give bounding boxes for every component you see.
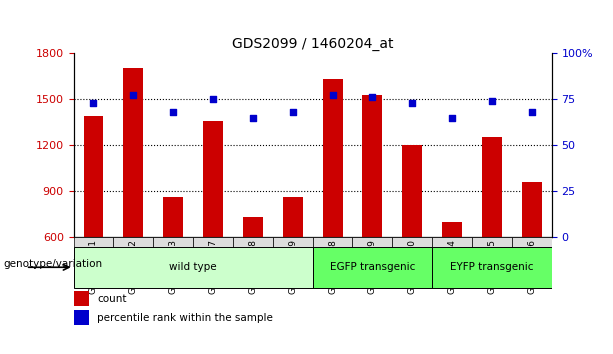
- Text: EGFP transgenic: EGFP transgenic: [330, 262, 415, 272]
- Point: [447, 115, 457, 120]
- Text: GSM108533: GSM108533: [169, 239, 178, 294]
- Text: count: count: [97, 293, 127, 304]
- Text: GSM108529: GSM108529: [368, 239, 377, 294]
- Point: [248, 115, 258, 120]
- FancyBboxPatch shape: [512, 237, 552, 280]
- FancyBboxPatch shape: [472, 237, 512, 280]
- Bar: [74, 310, 89, 325]
- FancyBboxPatch shape: [352, 237, 392, 280]
- Point: [407, 100, 417, 105]
- Bar: [402, 145, 422, 237]
- FancyBboxPatch shape: [432, 237, 472, 280]
- Bar: [83, 116, 104, 237]
- Title: GDS2099 / 1460204_at: GDS2099 / 1460204_at: [232, 37, 394, 51]
- FancyBboxPatch shape: [74, 246, 313, 288]
- Bar: [283, 197, 303, 237]
- FancyBboxPatch shape: [74, 237, 113, 280]
- Text: GSM108531: GSM108531: [89, 239, 98, 294]
- Bar: [482, 137, 502, 237]
- Point: [88, 100, 98, 105]
- Bar: [123, 68, 143, 237]
- Point: [129, 93, 139, 98]
- Bar: [322, 79, 343, 237]
- FancyBboxPatch shape: [313, 246, 432, 288]
- Bar: [362, 95, 383, 237]
- Point: [168, 109, 178, 115]
- Text: GSM108538: GSM108538: [248, 239, 257, 294]
- Text: GSM108539: GSM108539: [288, 239, 297, 294]
- Text: GSM108536: GSM108536: [527, 239, 536, 294]
- Text: GSM108528: GSM108528: [328, 239, 337, 294]
- Text: GSM108532: GSM108532: [129, 239, 138, 294]
- Bar: [522, 182, 542, 237]
- FancyBboxPatch shape: [313, 237, 352, 280]
- Bar: [243, 217, 263, 237]
- Bar: [203, 121, 223, 237]
- Bar: [74, 291, 89, 306]
- Point: [487, 98, 497, 104]
- FancyBboxPatch shape: [113, 237, 153, 280]
- Text: GSM108534: GSM108534: [447, 239, 457, 294]
- FancyBboxPatch shape: [432, 246, 552, 288]
- FancyBboxPatch shape: [153, 237, 193, 280]
- Text: percentile rank within the sample: percentile rank within the sample: [97, 313, 273, 323]
- Point: [328, 93, 338, 98]
- Text: GSM108535: GSM108535: [487, 239, 497, 294]
- FancyBboxPatch shape: [193, 237, 233, 280]
- Point: [208, 96, 218, 102]
- Text: GSM108530: GSM108530: [408, 239, 417, 294]
- FancyBboxPatch shape: [273, 237, 313, 280]
- Point: [368, 95, 378, 100]
- Text: EYFP transgenic: EYFP transgenic: [450, 262, 534, 272]
- FancyBboxPatch shape: [233, 237, 273, 280]
- FancyBboxPatch shape: [392, 237, 432, 280]
- Text: wild type: wild type: [169, 262, 217, 272]
- Bar: [163, 197, 183, 237]
- Text: genotype/variation: genotype/variation: [3, 259, 102, 269]
- Point: [288, 109, 298, 115]
- Point: [527, 109, 537, 115]
- Text: GSM108537: GSM108537: [208, 239, 218, 294]
- Bar: [442, 222, 462, 237]
